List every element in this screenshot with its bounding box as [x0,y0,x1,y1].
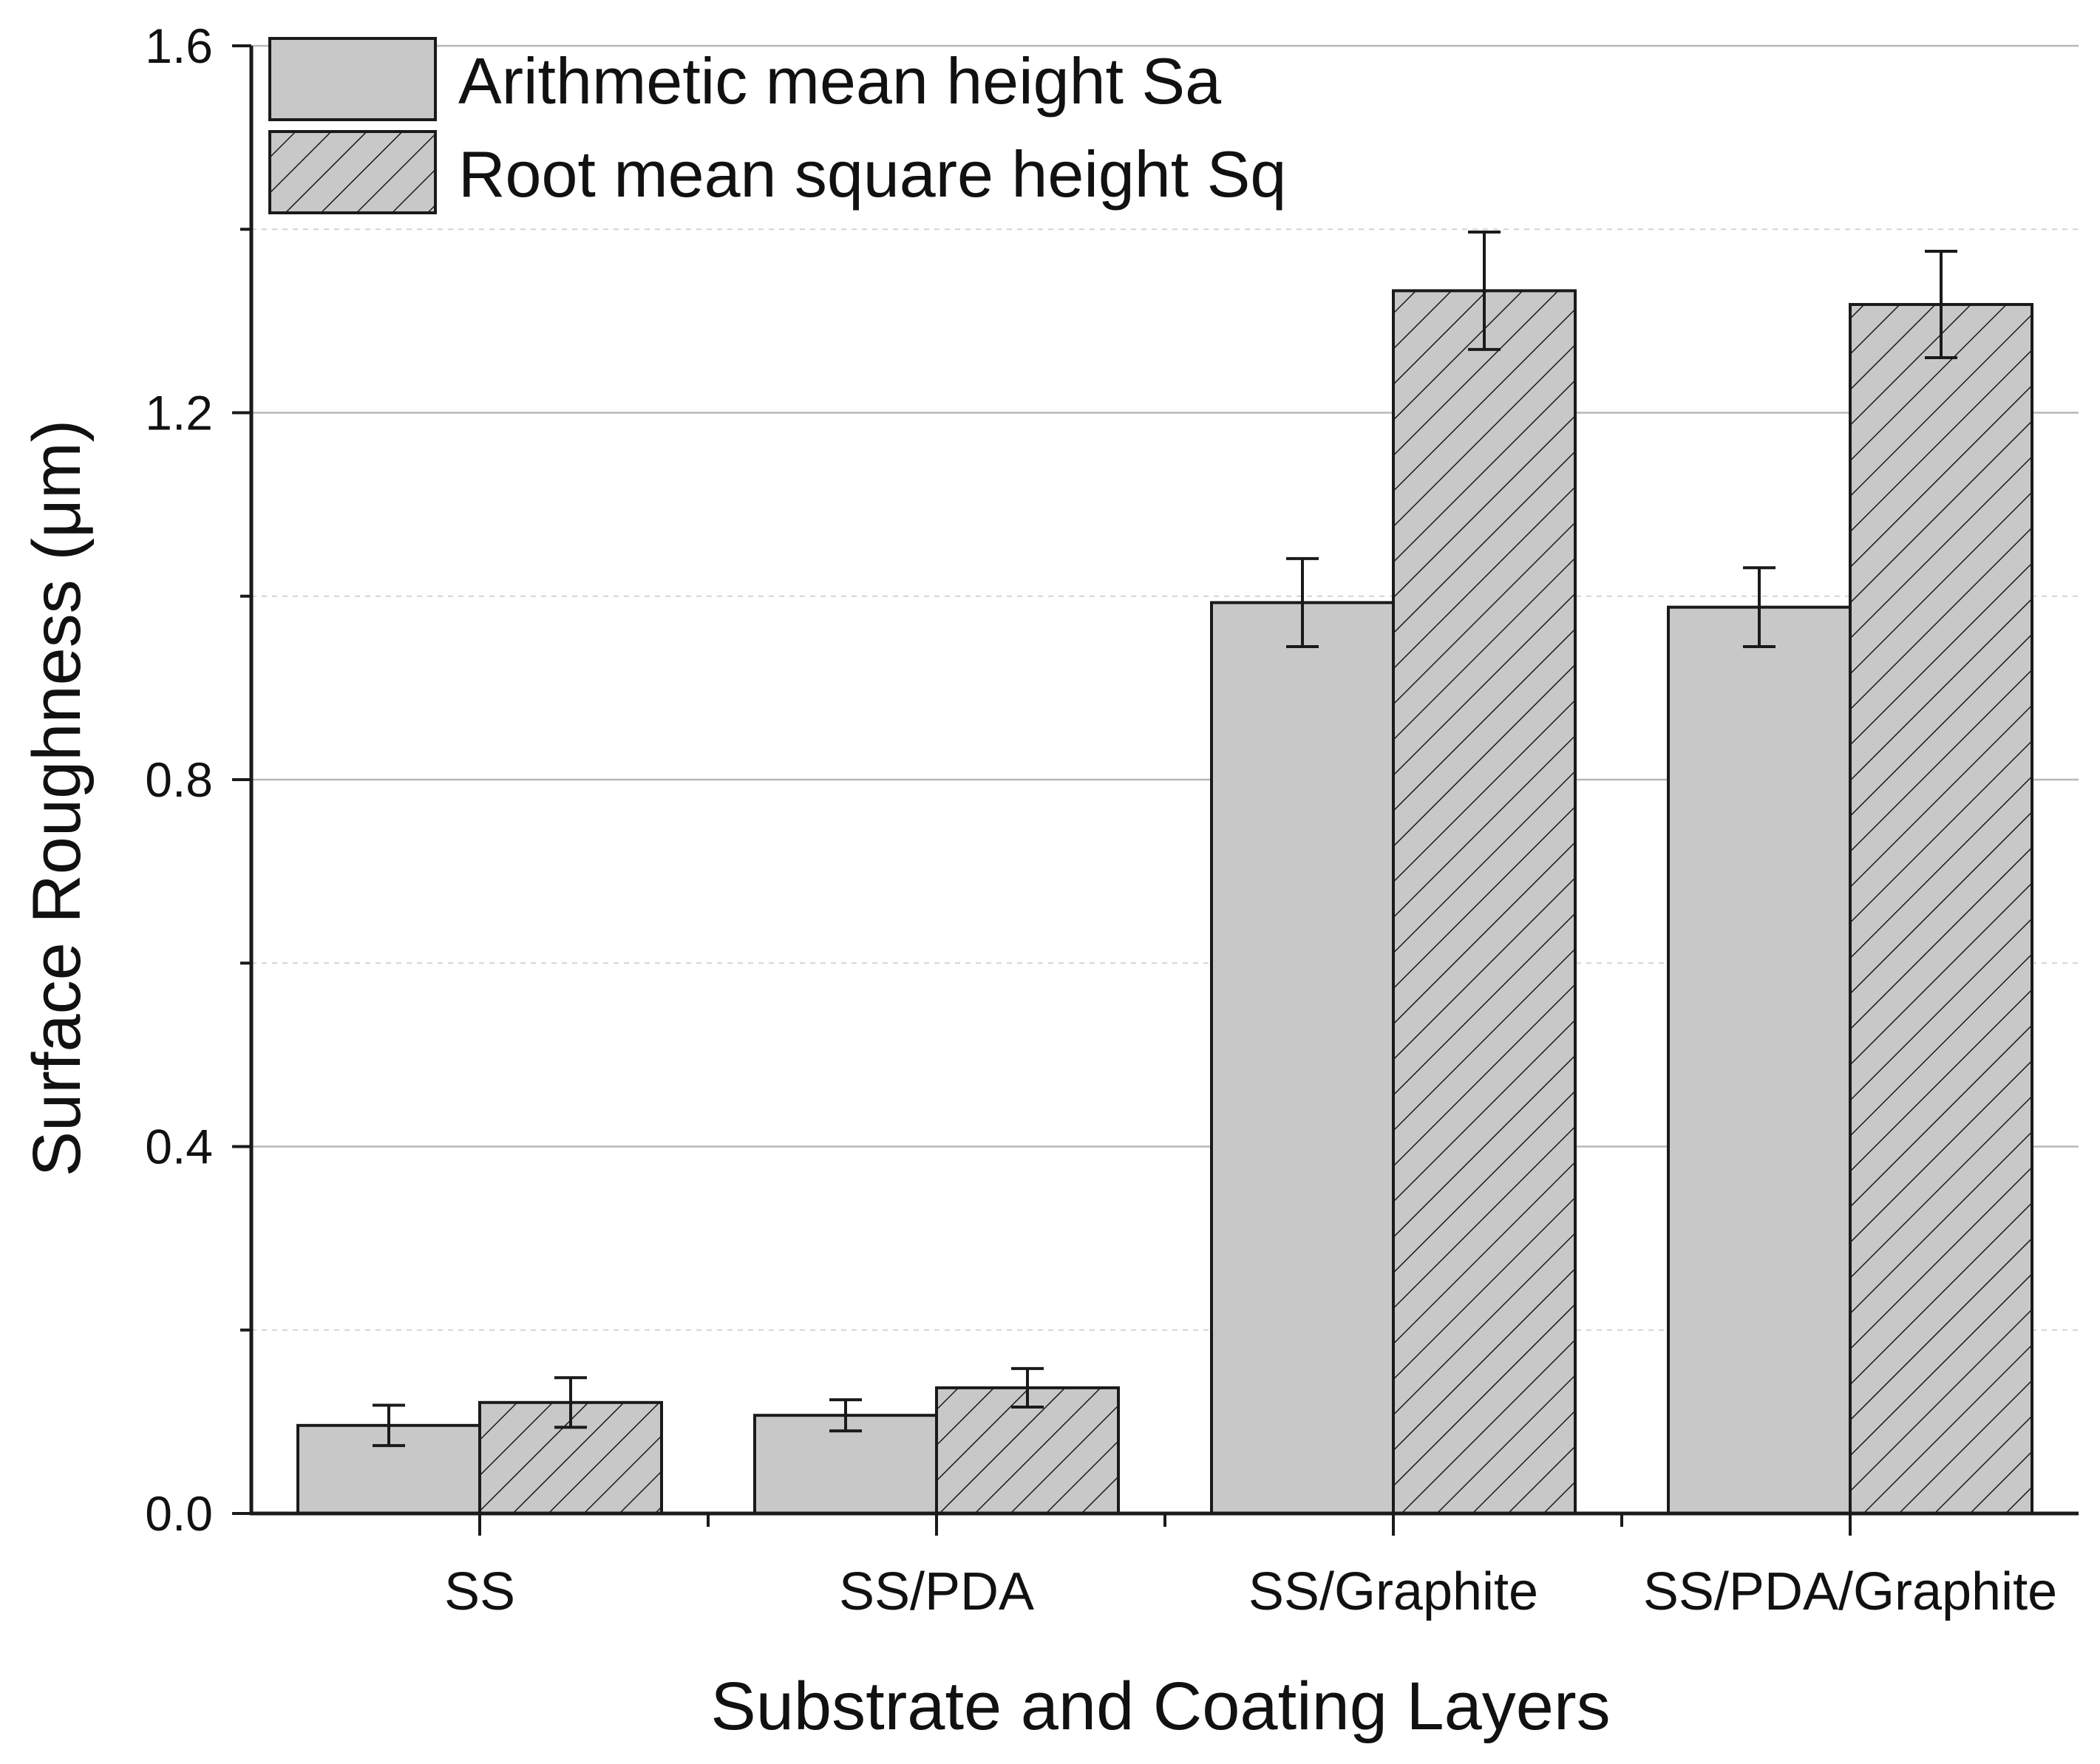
error-bars [373,230,1957,1448]
y-tick-label: 0.0 [145,1486,213,1541]
x-axis-title: Substrate and Coating Layers [710,1669,1610,1744]
y-tick-label: 0.8 [145,752,213,807]
bar-sa [1210,601,1395,1515]
bars [296,289,2033,1516]
y-tick-label: 1.6 [145,18,213,73]
x-tick-label: SS/PDA [839,1562,1034,1621]
bar-sa [1667,605,1852,1515]
axes [232,44,2079,1536]
legend-label-sa: Arithmetic mean height Sa [458,44,1221,118]
x-tick-label: SS/PDA/Graphite [1643,1562,2057,1621]
legend: Arithmetic mean height Sa Root mean squa… [268,37,1286,214]
y-tick-label: 0.4 [145,1120,213,1174]
x-tick-label: SS [444,1562,515,1621]
y-tick-label: 1.2 [145,386,213,440]
tick-labels: SS SS/PDA SS/Graphite SS/PDA/Graphite 0.0 0.4… [145,18,2057,1621]
legend-label-sq: Root mean square height Sq [458,137,1286,211]
grid-lines [251,44,2079,1331]
legend-swatch-sa [268,37,437,121]
legend-swatch-sq [268,130,437,214]
y-axis-title: Surface Roughness (μm) [19,420,95,1177]
bar-sq [1392,289,1577,1516]
bar-sq [1849,303,2033,1516]
x-tick-label: SS/Graphite [1248,1562,1538,1621]
